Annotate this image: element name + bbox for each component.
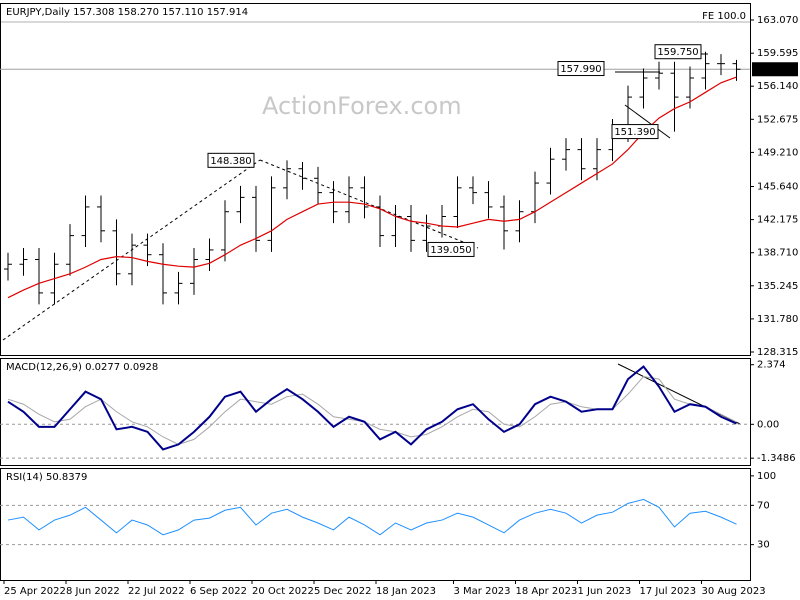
panel-frame bbox=[0, 468, 751, 581]
y-tick-label: 149.210 bbox=[757, 147, 798, 158]
price-label: 159.750 bbox=[657, 47, 698, 58]
y-tick-label: 156.140 bbox=[757, 81, 798, 92]
series-line bbox=[7, 498, 737, 536]
price-label-box bbox=[427, 241, 475, 257]
series-line bbox=[7, 376, 737, 445]
price-label: 148.380 bbox=[210, 156, 251, 167]
x-tick-label: 1 Jun 2023 bbox=[578, 586, 632, 597]
x-tick-label: 5 Dec 2022 bbox=[314, 586, 372, 597]
y-tick-label: 131.780 bbox=[757, 314, 798, 325]
price-label: 157.990 bbox=[560, 64, 601, 75]
x-tick-label: 22 Jul 2022 bbox=[128, 586, 185, 597]
last-price-label: 157.914 bbox=[756, 65, 797, 76]
y-tick-label: 100 bbox=[757, 471, 776, 482]
y-tick-label: -1.3486 bbox=[757, 453, 796, 464]
y-tick-label: 145.640 bbox=[757, 181, 798, 192]
panel-title: MACD(12,26,9) 0.0277 0.0928 bbox=[6, 362, 158, 373]
y-tick-label: 138.710 bbox=[757, 248, 798, 259]
fe-label: FE 100.0 bbox=[702, 11, 746, 22]
y-tick-label: 152.675 bbox=[757, 114, 798, 125]
x-tick-label: 8 Jun 2022 bbox=[66, 586, 120, 597]
x-tick-label: 30 Aug 2023 bbox=[702, 586, 766, 597]
x-tick-label: 18 Jan 2023 bbox=[376, 586, 436, 597]
x-tick-label: 17 Jul 2023 bbox=[640, 586, 697, 597]
x-tick-label: 6 Sep 2022 bbox=[190, 586, 247, 597]
x-tick-label: 20 Oct 2022 bbox=[252, 586, 314, 597]
price-label-box bbox=[557, 61, 605, 77]
panel-title: EURJPY,Daily 157.308 158.270 157.110 157… bbox=[6, 7, 248, 18]
panel-frame bbox=[0, 3, 751, 356]
y-tick-label: 159.595 bbox=[757, 48, 798, 59]
x-tick-label: 25 Apr 2022 bbox=[4, 586, 66, 597]
moving-average bbox=[7, 76, 737, 299]
last-price-box bbox=[752, 62, 798, 77]
y-tick-label: 2.374 bbox=[757, 360, 786, 371]
trendline bbox=[624, 104, 671, 139]
y-tick-label: 128.315 bbox=[757, 347, 798, 358]
watermark: ActionForex.com bbox=[262, 92, 462, 120]
y-tick-label: 70 bbox=[757, 500, 770, 511]
panel-title: RSI(14) 50.8379 bbox=[6, 472, 87, 483]
series-line bbox=[7, 365, 737, 451]
x-tick-label: 3 Mar 2023 bbox=[454, 586, 511, 597]
y-tick-label: 163.070 bbox=[757, 15, 798, 26]
price-label-box bbox=[654, 44, 702, 60]
y-tick-label: 0.00 bbox=[757, 419, 779, 430]
x-tick-label: 18 Apr 2023 bbox=[516, 586, 578, 597]
price-label-box bbox=[207, 152, 255, 168]
price-label-box bbox=[611, 124, 659, 140]
price-label: 139.050 bbox=[430, 245, 471, 256]
price-label: 151.390 bbox=[614, 127, 655, 138]
y-tick-label: 142.175 bbox=[757, 215, 798, 226]
panel-frame bbox=[0, 358, 751, 466]
y-tick-label: 30 bbox=[757, 540, 770, 551]
y-tick-label: 135.245 bbox=[757, 281, 798, 292]
